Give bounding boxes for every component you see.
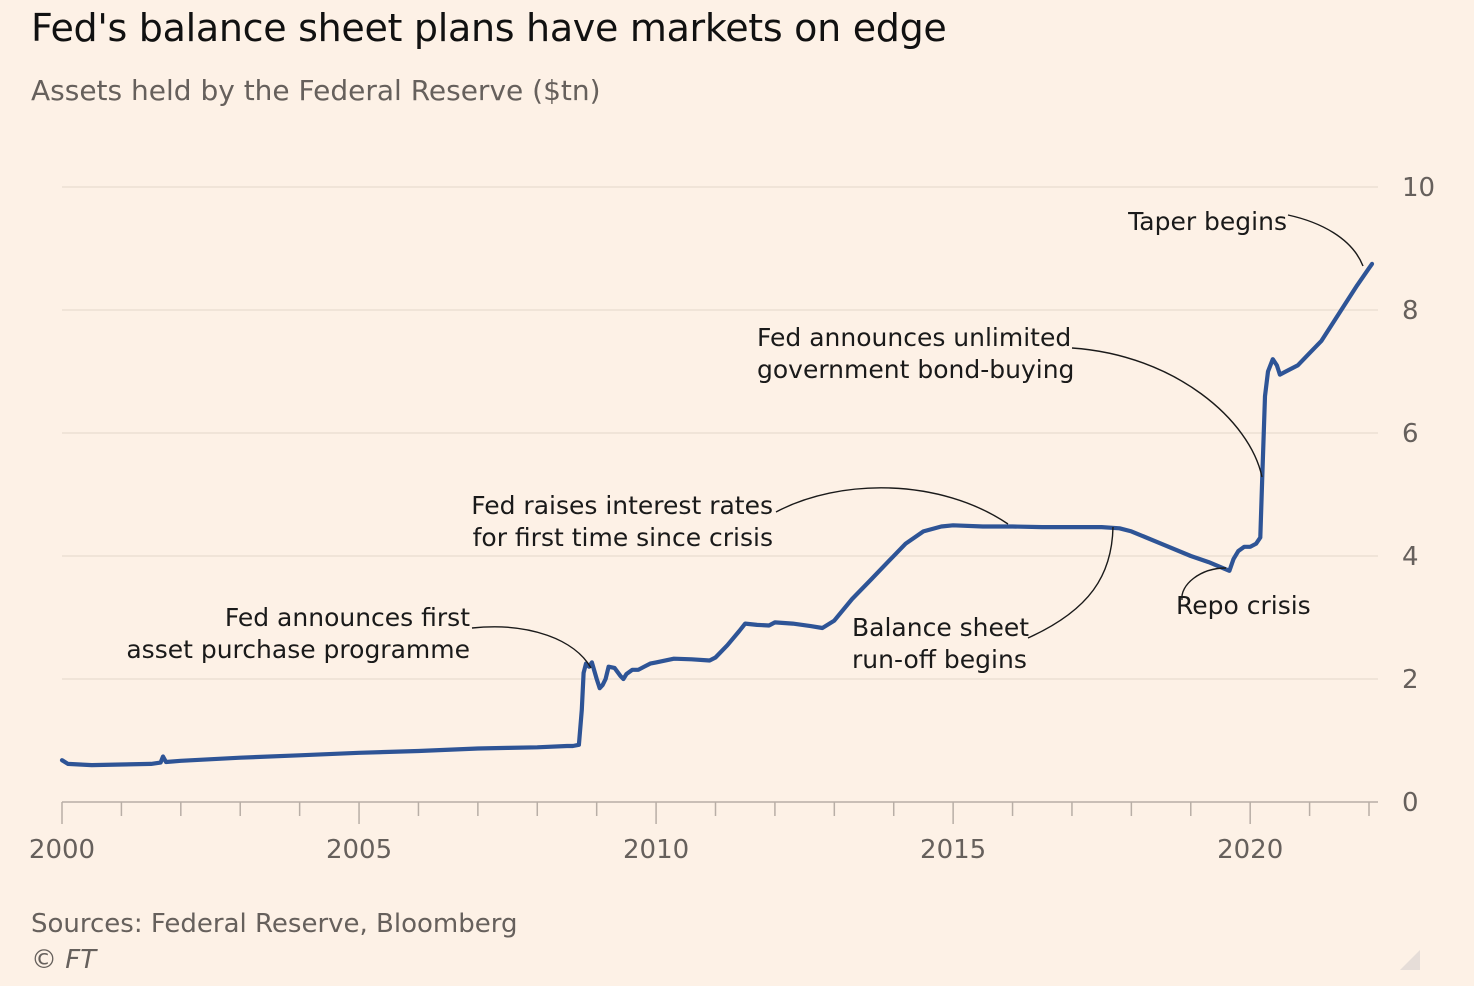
x-tick-label-2015: 2015: [920, 835, 986, 865]
source-note: Sources: Federal Reserve, Bloomberg: [31, 909, 518, 939]
x-tick-label-2020: 2020: [1217, 835, 1283, 865]
annotation-text-5-0: Taper begins: [1127, 207, 1287, 236]
annotation-leader-0: [471, 626, 592, 669]
y-tick-label-6: 6: [1402, 419, 1419, 449]
annotation-text-1-0: Fed raises interest rates: [471, 491, 773, 520]
series-line-0: [59, 261, 1375, 768]
copyright-note: © FT: [31, 945, 97, 975]
y-tick-label-4: 4: [1402, 542, 1419, 572]
annotation-text-0-1: asset purchase programme: [126, 635, 470, 664]
x-tick-label-2000: 2000: [29, 835, 95, 865]
annotation-leader-5: [1287, 214, 1364, 267]
annotation-text-3-0: Repo crisis: [1176, 591, 1311, 620]
annotation-text-1-1: for first time since crisis: [473, 523, 773, 552]
resize-corner-icon: [1400, 950, 1420, 970]
annotation-text-0-0: Fed announces first: [225, 603, 470, 632]
annotation-text-4-0: Fed announces unlimited: [757, 323, 1071, 352]
y-tick-label-8: 8: [1402, 296, 1419, 326]
series-layer: [59, 261, 1375, 768]
chart-title: Fed's balance sheet plans have markets o…: [31, 6, 947, 50]
annotation-text-2-0: Balance sheet: [852, 613, 1029, 642]
annotation-text-4-1: government bond-buying: [757, 355, 1074, 384]
y-tick-label-2: 2: [1402, 665, 1419, 695]
annotation-leader-1: [775, 487, 1009, 525]
gridlines: [62, 186, 1378, 680]
annotation-leader-3: [1181, 567, 1227, 601]
chart-subtitle: Assets held by the Federal Reserve ($tn): [31, 74, 601, 107]
x-axis: [61, 801, 1378, 824]
y-tick-label-0: 0: [1402, 788, 1419, 818]
x-tick-label-2005: 2005: [326, 835, 392, 865]
annotations: Fed announces first asset purchase progra…: [126, 207, 1364, 674]
annotation-leader-2: [1027, 526, 1114, 639]
tick-labels: 0 2 4 6 8 10 2000 2005 2010 2015 2020: [29, 173, 1435, 865]
annotation-leader-4: [1071, 347, 1263, 478]
x-tick-label-2010: 2010: [623, 835, 689, 865]
annotation-text-2-1: run-off begins: [852, 645, 1027, 674]
y-tick-label-10: 10: [1402, 173, 1435, 203]
